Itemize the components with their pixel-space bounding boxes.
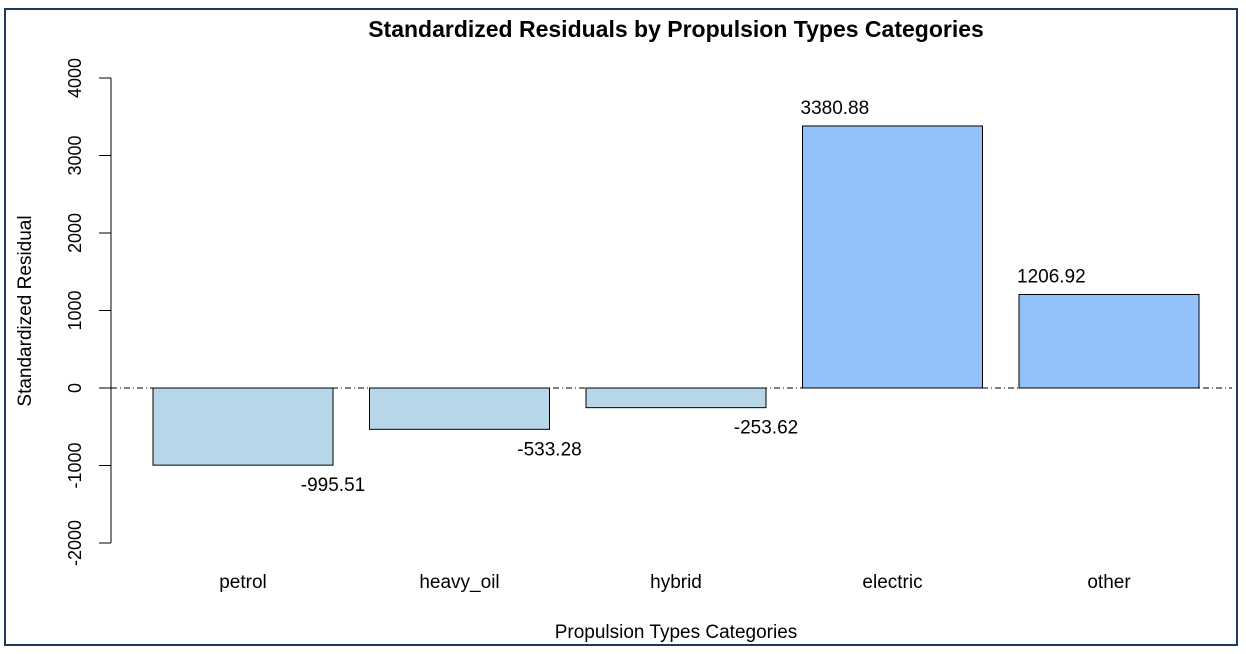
- x-axis-label: Propulsion Types Categories: [555, 622, 798, 643]
- data-label: 1206.92: [1017, 266, 1086, 287]
- y-axis-label: Standardized Residual: [15, 215, 36, 406]
- data-labels-group: -995.51 -533.28 -253.62 3380.88 1206.92: [301, 98, 1086, 496]
- y-tick-label: 4000: [65, 58, 85, 98]
- data-label: 3380.88: [801, 98, 870, 119]
- category-label: petrol: [219, 572, 267, 593]
- category-label: other: [1087, 572, 1131, 593]
- chart-title: Standardized Residuals by Propulsion Typ…: [368, 16, 984, 42]
- data-label: -253.62: [734, 418, 798, 439]
- bar-other: [1018, 293, 1200, 389]
- bar-petrol: [152, 387, 334, 466]
- data-label: -533.28: [517, 439, 581, 460]
- bar-electric: [802, 125, 983, 389]
- category-label: electric: [862, 572, 922, 593]
- y-tick-label: 0: [65, 383, 85, 393]
- y-axis: -2000 -1000 0 1000 2000 3000 4000: [65, 58, 112, 566]
- category-label: hybrid: [650, 572, 702, 593]
- bars-group: [152, 125, 1200, 466]
- category-label: heavy_oil: [419, 572, 499, 593]
- bar-heavy-oil: [369, 387, 550, 430]
- y-tick-label: 2000: [65, 213, 85, 253]
- bar-hybrid: [585, 387, 767, 409]
- data-label: -995.51: [301, 475, 365, 496]
- category-labels-group: petrol heavy_oil hybrid electric other: [219, 572, 1131, 593]
- y-tick-label: 1000: [65, 290, 85, 330]
- y-tick-label: -2000: [65, 520, 85, 566]
- y-tick-label: 3000: [65, 135, 85, 175]
- y-tick-label: -1000: [65, 442, 85, 488]
